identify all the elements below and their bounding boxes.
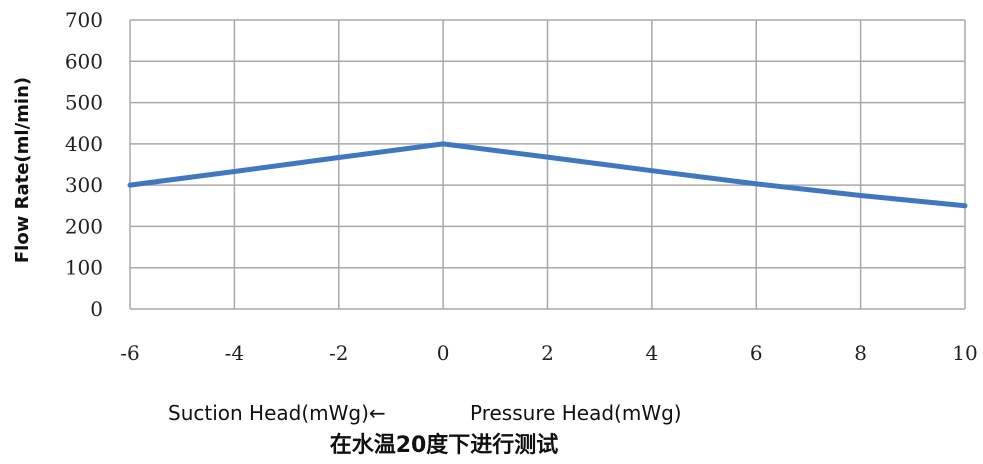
test-condition-note: 在水温20度下进行测试 [330, 432, 559, 458]
x-tick-label: -2 [329, 341, 348, 365]
y-tick-label: 0 [90, 297, 103, 321]
y-tick-label: 500 [65, 91, 103, 115]
x-tick-label: 4 [646, 341, 659, 365]
series-line [127, 141, 968, 209]
x-tick-label: 2 [541, 341, 554, 365]
x-tick-label: -6 [120, 341, 139, 365]
x-axis-label-suction: Suction Head(mWg)← [168, 401, 386, 425]
y-tick-label: 100 [65, 256, 103, 280]
y-tick-label: 300 [65, 173, 103, 197]
x-tick-labels: -6 -4 -2 0 2 4 6 8 10 [120, 341, 977, 365]
x-tick-label: 10 [952, 341, 977, 365]
x-tick-label: 8 [854, 341, 867, 365]
y-tick-label: 400 [65, 132, 103, 156]
y-tick-label: 600 [65, 49, 103, 73]
x-tick-label: 6 [750, 341, 763, 365]
x-tick-label: -4 [225, 341, 244, 365]
x-tick-label: 0 [437, 341, 450, 365]
y-tick-label: 200 [65, 214, 103, 238]
y-axis-label: Flow Rate(ml/min) [12, 77, 33, 263]
grid-lines [129, 19, 966, 310]
y-tick-label: 700 [65, 8, 103, 32]
x-axis-label-pressure: Pressure Head(mWg) [470, 401, 682, 425]
y-tick-labels: 0 100 200 300 400 500 600 700 [65, 8, 103, 321]
